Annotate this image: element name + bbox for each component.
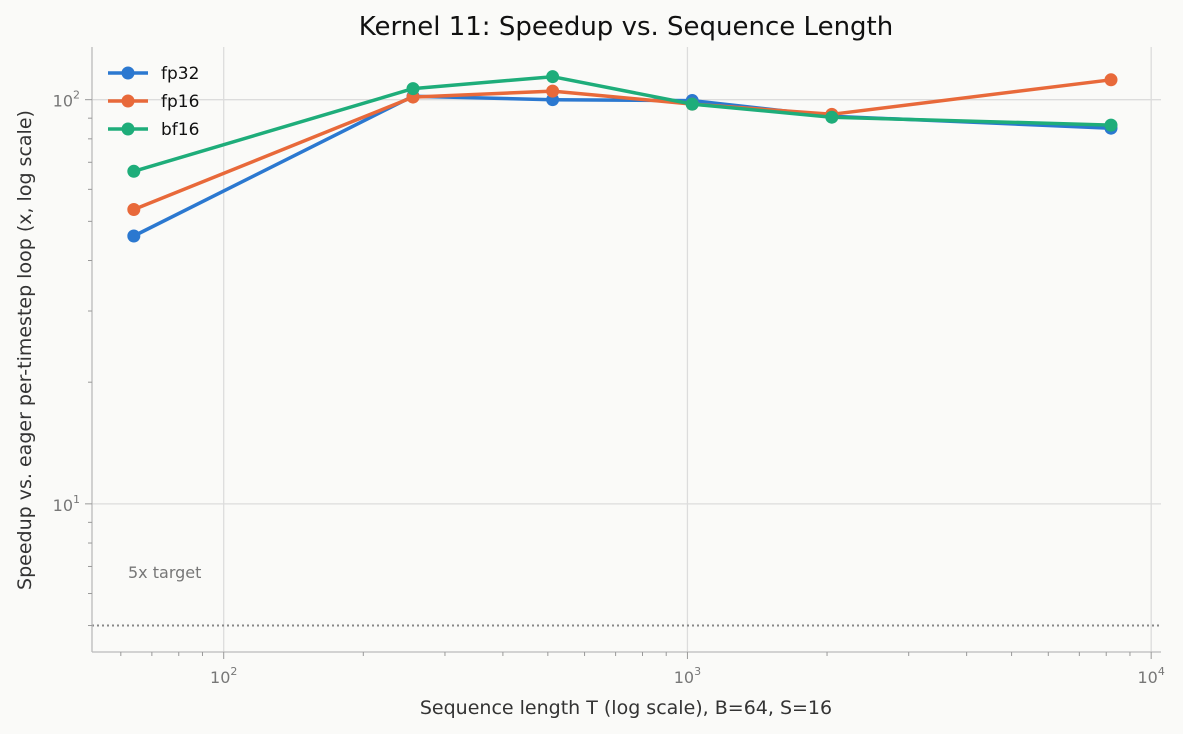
series-line-fp16 (133, 78, 1112, 212)
x-axis-label: Sequence length T (log scale), B=64, S=1… (420, 697, 832, 719)
data-point-bf16 (546, 70, 560, 84)
x-tick-label: 104 (1137, 665, 1164, 687)
axes-layer: 102 103 104 101 102 (53, 47, 1165, 687)
data-point-bf16 (685, 97, 699, 111)
series-layer (127, 70, 1118, 243)
data-point-bf16 (1104, 118, 1118, 132)
legend-marker-fp32 (121, 66, 135, 80)
series-line-fp32 (133, 94, 1112, 238)
y-axis-label: Speedup vs. eager per-timestep loop (x, … (14, 110, 36, 590)
x-tick-label: 102 (210, 665, 237, 687)
legend-marker-bf16 (121, 122, 135, 136)
data-point-fp32 (127, 229, 141, 243)
y-tick-label: 102 (53, 89, 80, 111)
legend-marker-fp16 (121, 94, 135, 108)
legend: fp32 fp16 bf16 (108, 64, 199, 140)
chart-title: Kernel 11: Speedup vs. Sequence Length (359, 12, 893, 42)
legend-label-bf16: bf16 (161, 120, 199, 140)
y-tick-label: 101 (53, 493, 80, 515)
data-point-bf16 (127, 164, 141, 178)
reference-line-label: 5x target (128, 563, 201, 582)
legend-label-fp32: fp32 (161, 64, 199, 84)
data-point-fp16 (1104, 73, 1118, 87)
data-point-fp16 (127, 202, 141, 216)
data-point-bf16 (406, 82, 420, 96)
data-point-fp16 (546, 84, 560, 98)
data-point-bf16 (825, 110, 839, 124)
x-tick-label: 103 (674, 665, 701, 687)
series-line-bf16 (133, 74, 1112, 173)
legend-label-fp16: fp16 (161, 92, 199, 112)
